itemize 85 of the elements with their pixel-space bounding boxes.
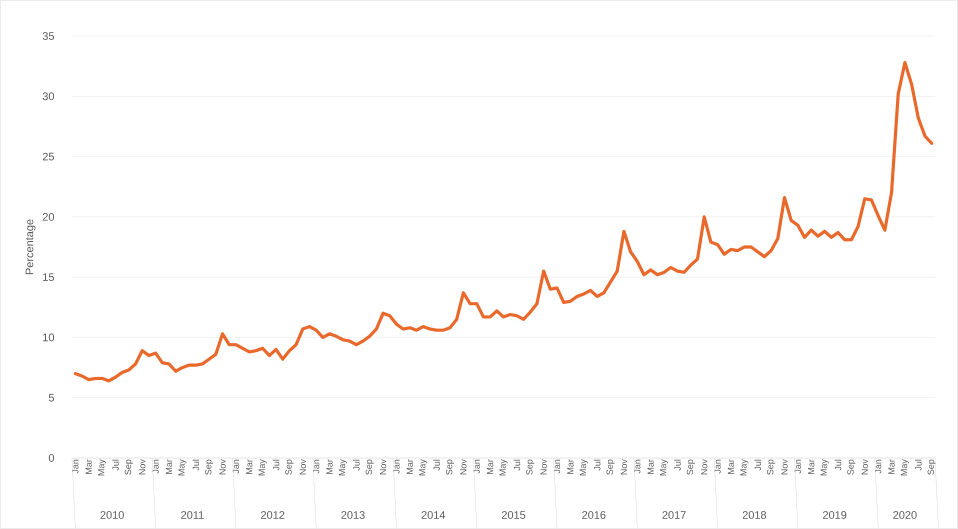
x-tick-label: Jan xyxy=(714,460,721,474)
x-tick-label: Jul xyxy=(353,460,360,471)
x-tick-label: May xyxy=(660,459,668,476)
x-tick-label: Mar xyxy=(567,459,574,474)
x-tick-label: Sep xyxy=(928,460,936,475)
text: 2013 xyxy=(341,511,365,519)
x-tick-label: Sep xyxy=(446,460,454,475)
text: 2016 xyxy=(582,511,606,519)
x-tick-label: May xyxy=(580,459,588,476)
text: 2011 xyxy=(181,511,204,519)
x-tick-label: Nov xyxy=(540,459,547,474)
x-tick-label: Jul xyxy=(674,460,681,471)
x-tick-label: Mar xyxy=(246,459,252,474)
x-tick-label: Jul xyxy=(272,460,280,471)
x-tick-label: Sep xyxy=(205,460,214,475)
x-tick-label: Mar xyxy=(86,459,92,474)
y-tick-label: 25 xyxy=(42,152,54,160)
x-tick-label: Jul xyxy=(514,460,520,471)
x-tick-label: Nov xyxy=(380,459,386,474)
x-tick-label: Jul xyxy=(754,460,762,471)
x-tick-label: Jan xyxy=(72,460,78,474)
x-tick-label: May xyxy=(419,459,428,476)
y-tick-label: 10 xyxy=(43,334,54,342)
x-tick-label: Jul xyxy=(433,460,440,471)
x-tick-label: Jan xyxy=(634,460,640,474)
x-tick-label: Jan xyxy=(554,460,560,474)
y-tick-label: 35 xyxy=(42,32,54,40)
text: 2019 xyxy=(823,511,846,519)
x-tick-label: Jul xyxy=(834,460,842,471)
x-tick-label: Jan xyxy=(474,460,480,474)
x-tick-label: Nov xyxy=(781,459,788,474)
x-tick-label: Nov xyxy=(300,459,306,474)
x-tick-label: Sep xyxy=(686,460,695,475)
x-tick-label: Jan xyxy=(152,460,159,474)
x-tick-label: Sep xyxy=(124,460,133,475)
x-tick-label: Sep xyxy=(526,460,534,475)
y-tick-label: 15 xyxy=(43,273,54,281)
text: 2018 xyxy=(742,511,766,519)
x-tick-label: Mar xyxy=(486,459,494,474)
x-tick-label: Jan xyxy=(794,460,801,474)
x-tick-label: Jul xyxy=(112,460,119,471)
x-tick-label: Mar xyxy=(808,459,814,474)
x-tick-label: Jan xyxy=(313,460,320,474)
x-tick-label: Mar xyxy=(406,459,413,474)
y-tick-label: 30 xyxy=(42,92,54,100)
x-tick-label: Jan xyxy=(393,460,400,474)
x-tick-label: Sep xyxy=(767,460,776,475)
y-axis-title: Percentage xyxy=(26,219,36,274)
x-tick-label: May xyxy=(98,459,106,476)
text: 2020 xyxy=(893,511,917,519)
x-tick-label: Jul xyxy=(192,460,200,471)
text: 2010 xyxy=(100,511,124,519)
x-tick-label: Mar xyxy=(648,459,654,474)
x-tick-label: Nov xyxy=(620,459,628,474)
x-tick-label: Jul xyxy=(914,460,922,471)
y-tick-label: 0 xyxy=(48,454,54,462)
text: 2015 xyxy=(502,511,526,519)
x-tick-label: Nov xyxy=(139,459,146,474)
x-tick-label: May xyxy=(178,459,186,476)
x-tick-label: Mar xyxy=(326,459,333,474)
y-tick-label: 20 xyxy=(42,212,54,221)
x-tick-label: May xyxy=(499,459,508,476)
x-tick-label: Sep xyxy=(606,460,615,475)
x-tick-label: May xyxy=(900,459,909,476)
text: 2014 xyxy=(422,511,446,519)
text: 2017 xyxy=(662,511,686,519)
x-tick-label: May xyxy=(820,459,829,476)
x-tick-label: May xyxy=(740,459,748,476)
x-tick-label: Jan xyxy=(875,460,882,474)
x-tick-label: Mar xyxy=(166,459,172,474)
x-tick-label: May xyxy=(338,459,347,476)
x-tick-label: Jul xyxy=(594,460,600,471)
text: 2012 xyxy=(261,511,284,519)
x-tick-label: Nov xyxy=(701,459,708,474)
x-tick-label: Mar xyxy=(888,459,895,474)
x-tick-label: Nov xyxy=(460,459,466,474)
x-tick-label: May xyxy=(258,459,267,476)
x-tick-label: Sep xyxy=(847,460,856,475)
x-tick-label: Nov xyxy=(219,459,226,474)
x-tick-label: Mar xyxy=(728,459,734,474)
y-tick-label: 5 xyxy=(48,394,54,402)
x-tick-label: Sep xyxy=(285,460,294,475)
x-tick-label: Nov xyxy=(862,459,868,474)
x-tick-label: Jan xyxy=(232,460,240,474)
x-tick-label: Sep xyxy=(366,460,374,475)
